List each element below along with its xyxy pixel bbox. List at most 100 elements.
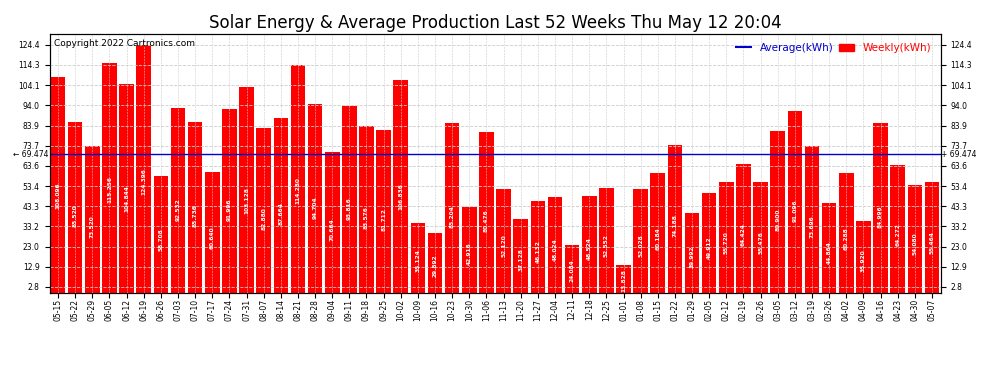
Bar xyxy=(565,244,579,292)
Bar xyxy=(873,123,888,292)
Bar xyxy=(582,196,597,292)
Bar xyxy=(343,106,356,292)
Bar xyxy=(222,110,237,292)
Bar xyxy=(667,145,682,292)
Legend: Average(kWh), Weekly(kWh): Average(kWh), Weekly(kWh) xyxy=(732,39,936,57)
Bar xyxy=(393,80,408,292)
Text: ← 69.474: ← 69.474 xyxy=(13,150,49,159)
Text: 85.204: 85.204 xyxy=(449,205,454,228)
Bar xyxy=(839,172,853,292)
Bar xyxy=(822,203,837,292)
Bar xyxy=(770,132,785,292)
Bar xyxy=(120,84,134,292)
Bar xyxy=(479,132,494,292)
Bar xyxy=(205,172,220,292)
Text: 94.704: 94.704 xyxy=(313,196,318,219)
Bar xyxy=(925,182,940,292)
Bar xyxy=(411,223,425,292)
Bar xyxy=(291,65,305,292)
Bar xyxy=(359,126,374,292)
Text: 60.288: 60.288 xyxy=(843,227,848,250)
Bar xyxy=(496,189,511,292)
Text: 52.028: 52.028 xyxy=(639,234,644,257)
Bar xyxy=(547,197,562,292)
Text: 80.900: 80.900 xyxy=(775,209,780,231)
Text: 64.424: 64.424 xyxy=(741,224,745,246)
Text: 83.576: 83.576 xyxy=(364,206,369,229)
Text: 114.280: 114.280 xyxy=(295,177,300,204)
Bar xyxy=(616,265,631,292)
Text: 39.992: 39.992 xyxy=(690,245,695,268)
Bar xyxy=(68,122,82,292)
Text: 74.188: 74.188 xyxy=(672,214,677,237)
Bar xyxy=(445,123,459,292)
Text: 104.844: 104.844 xyxy=(124,185,129,212)
Bar xyxy=(805,146,820,292)
Text: 44.864: 44.864 xyxy=(827,241,832,264)
Text: 84.996: 84.996 xyxy=(878,205,883,228)
Text: 87.664: 87.664 xyxy=(278,202,283,225)
Bar xyxy=(137,45,151,292)
Text: 81.712: 81.712 xyxy=(381,208,386,231)
Bar xyxy=(685,213,699,292)
Bar xyxy=(102,63,117,292)
Text: 29.892: 29.892 xyxy=(433,254,438,277)
Text: 52.552: 52.552 xyxy=(604,234,609,257)
Text: 124.396: 124.396 xyxy=(142,168,147,195)
Bar xyxy=(153,176,168,292)
Text: 80.476: 80.476 xyxy=(484,209,489,232)
Text: Copyright 2022 Cartronics.com: Copyright 2022 Cartronics.com xyxy=(53,39,195,48)
Text: 91.996: 91.996 xyxy=(227,199,232,221)
Text: 48.024: 48.024 xyxy=(552,238,557,261)
Bar xyxy=(256,128,271,292)
Title: Solar Energy & Average Production Last 52 Weeks Thu May 12 20:04: Solar Energy & Average Production Last 5… xyxy=(209,14,781,32)
Text: 55.476: 55.476 xyxy=(758,231,763,254)
Text: 24.084: 24.084 xyxy=(569,260,574,282)
Text: 70.664: 70.664 xyxy=(330,218,335,241)
Bar xyxy=(85,146,100,292)
Bar xyxy=(702,193,717,292)
Bar xyxy=(308,104,323,292)
Text: 48.524: 48.524 xyxy=(587,238,592,261)
Text: + 69.474: + 69.474 xyxy=(941,150,977,159)
Text: 35.920: 35.920 xyxy=(861,249,866,272)
Bar xyxy=(428,233,443,292)
Bar xyxy=(531,201,545,292)
Text: 55.464: 55.464 xyxy=(930,231,935,254)
Text: 35.124: 35.124 xyxy=(416,250,421,273)
Bar xyxy=(890,165,905,292)
Text: 55.720: 55.720 xyxy=(724,231,729,254)
Text: 106.836: 106.836 xyxy=(398,183,403,210)
Bar xyxy=(376,130,391,292)
Text: 64.272: 64.272 xyxy=(895,224,900,246)
Bar xyxy=(188,122,202,292)
Bar xyxy=(462,207,476,292)
Text: 82.880: 82.880 xyxy=(261,207,266,230)
Text: 73.520: 73.520 xyxy=(90,215,95,238)
Bar xyxy=(325,152,340,292)
Text: 73.696: 73.696 xyxy=(810,215,815,238)
Text: 108.096: 108.096 xyxy=(55,182,60,209)
Bar xyxy=(514,219,528,292)
Bar xyxy=(737,164,750,292)
Text: 60.640: 60.640 xyxy=(210,227,215,249)
Bar xyxy=(240,87,253,292)
Text: 37.128: 37.128 xyxy=(518,248,523,271)
Text: 54.080: 54.080 xyxy=(913,233,918,255)
Text: 52.120: 52.120 xyxy=(501,234,506,257)
Text: 103.128: 103.128 xyxy=(245,187,249,214)
Bar xyxy=(650,173,665,292)
Text: 60.184: 60.184 xyxy=(655,227,660,250)
Text: 92.532: 92.532 xyxy=(175,198,180,221)
Bar xyxy=(719,182,734,292)
Bar xyxy=(170,108,185,292)
Bar xyxy=(273,118,288,292)
Text: 85.736: 85.736 xyxy=(193,204,198,227)
Bar xyxy=(634,189,647,292)
Text: 46.132: 46.132 xyxy=(536,240,541,262)
Bar xyxy=(788,111,802,292)
Text: 13.828: 13.828 xyxy=(621,268,626,291)
Bar xyxy=(50,77,65,292)
Bar xyxy=(908,185,922,292)
Bar xyxy=(599,188,614,292)
